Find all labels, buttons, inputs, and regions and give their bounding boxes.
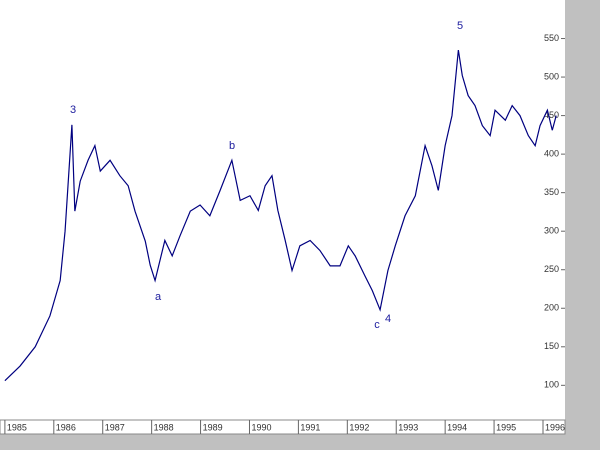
y-tick-label: 100 xyxy=(544,380,559,390)
y-tick-label: 350 xyxy=(544,187,559,197)
plot-area xyxy=(0,0,565,420)
y-tick-label: 450 xyxy=(544,110,559,120)
x-tick-label: 1988 xyxy=(154,422,174,432)
x-tick-label: 1986 xyxy=(56,422,76,432)
annotation: 5 xyxy=(457,20,463,32)
y-tick-label: 300 xyxy=(544,226,559,236)
y-tick-label: 250 xyxy=(544,264,559,274)
x-tick-label: 1992 xyxy=(349,422,369,432)
x-axis-band xyxy=(0,419,566,435)
x-tick-label: 1985 xyxy=(7,422,27,432)
x-tick-label: 1995 xyxy=(496,422,516,432)
annotation: 3 xyxy=(70,104,76,116)
y-tick-label: 200 xyxy=(544,303,559,313)
x-tick-label: 1990 xyxy=(251,422,271,432)
y-tick-label: 500 xyxy=(544,71,559,81)
y-tick-label: 150 xyxy=(544,341,559,351)
x-tick-label: 1989 xyxy=(203,422,223,432)
plot: 100 150 200 250 300 350 400 450 500 550 1985 1986 19… xyxy=(4,33,565,434)
x-tick-label: 1991 xyxy=(300,422,320,432)
annotation: a xyxy=(155,291,162,303)
price-line xyxy=(4,50,557,382)
x-tick-label: 1987 xyxy=(105,422,125,432)
annotation: 4 xyxy=(385,313,391,325)
x-tick-label: 1994 xyxy=(447,422,467,432)
annotation: c xyxy=(374,319,380,331)
y-tick-label: 400 xyxy=(544,149,559,159)
annotation: b xyxy=(229,140,235,152)
x-tick-label: 1996 xyxy=(545,422,565,432)
y-tick-label: 550 xyxy=(544,33,559,43)
x-tick-label: 1993 xyxy=(398,422,418,432)
